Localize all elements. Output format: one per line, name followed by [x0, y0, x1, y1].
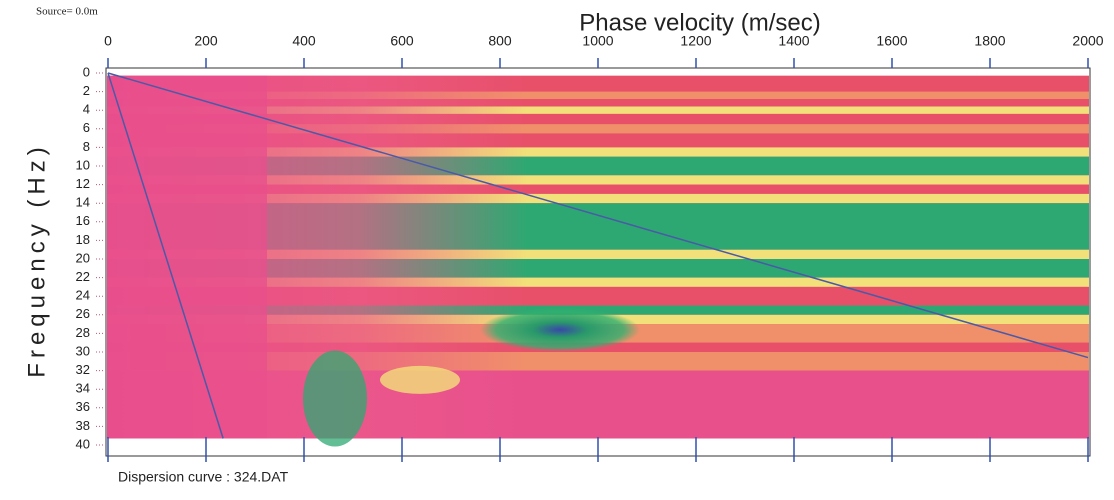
y-tick-label: 22 — [76, 269, 90, 284]
heat-band — [107, 106, 1089, 114]
x-tick-label: 800 — [488, 33, 512, 49]
source-label: Source= 0.0m — [36, 6, 98, 18]
heat-band — [107, 193, 1089, 204]
heat-band — [107, 147, 1089, 157]
y-axis-label: Frequency (Hz) — [23, 142, 50, 377]
x-tick-label: 400 — [292, 33, 316, 49]
y-tick-label: 40 — [76, 436, 90, 451]
footer: Dispersion curve : 324.DAT — [118, 469, 289, 485]
y-tick-label: 6 — [83, 120, 90, 135]
y-tick-label: 8 — [83, 139, 90, 154]
y-tick-label: 34 — [76, 381, 90, 396]
y-tick-label: 10 — [76, 157, 90, 172]
y-tick-label: 2 — [83, 83, 90, 98]
heat-blob — [303, 350, 367, 447]
y-tick-label: 18 — [76, 232, 90, 247]
x-tick-label: 200 — [194, 33, 218, 49]
heat-blob — [380, 365, 460, 394]
heat-band — [107, 91, 1089, 100]
x-tick-label: 2000 — [1072, 33, 1103, 49]
heat-blob — [480, 307, 640, 352]
heat-band — [107, 175, 1089, 185]
y-tick-label: 26 — [76, 306, 90, 321]
heat-band — [107, 305, 1089, 315]
y-tick-label: 14 — [76, 195, 90, 210]
x-tick-label: 600 — [390, 33, 414, 49]
y-tick-label: 20 — [76, 250, 90, 265]
velocity-line — [107, 72, 224, 439]
y-tick-label: 36 — [76, 399, 90, 414]
heat-left-core — [107, 75, 267, 439]
y-tick-label: 28 — [76, 325, 90, 340]
chart-title: Phase velocity (m/sec) — [579, 9, 820, 36]
x-tick-label: 0 — [104, 33, 112, 49]
dispersion-image — [107, 75, 1089, 447]
heat-band — [107, 113, 1089, 125]
y-tick-label: 38 — [76, 418, 90, 433]
y-tick-label: 32 — [76, 362, 90, 377]
heat-band — [107, 277, 1089, 287]
x-tick-label: 1000 — [582, 33, 613, 49]
y-tick-label: 12 — [76, 176, 90, 191]
y-tick-label: 16 — [76, 213, 90, 228]
y-tick-label: 0 — [83, 64, 90, 79]
heat-band — [107, 124, 1089, 134]
x-tick-label: 1800 — [974, 33, 1005, 49]
x-tick-label: 1600 — [876, 33, 907, 49]
y-tick-label: 4 — [83, 102, 90, 117]
y-tick-label: 24 — [76, 288, 90, 303]
x-tick-label: 1200 — [680, 33, 711, 49]
x-tick-label: 1400 — [778, 33, 809, 49]
heat-band — [107, 249, 1089, 259]
y-tick-label: 30 — [76, 343, 90, 358]
heat-band — [107, 184, 1089, 194]
heat-band — [107, 99, 1089, 107]
velocity-line — [107, 72, 1089, 359]
